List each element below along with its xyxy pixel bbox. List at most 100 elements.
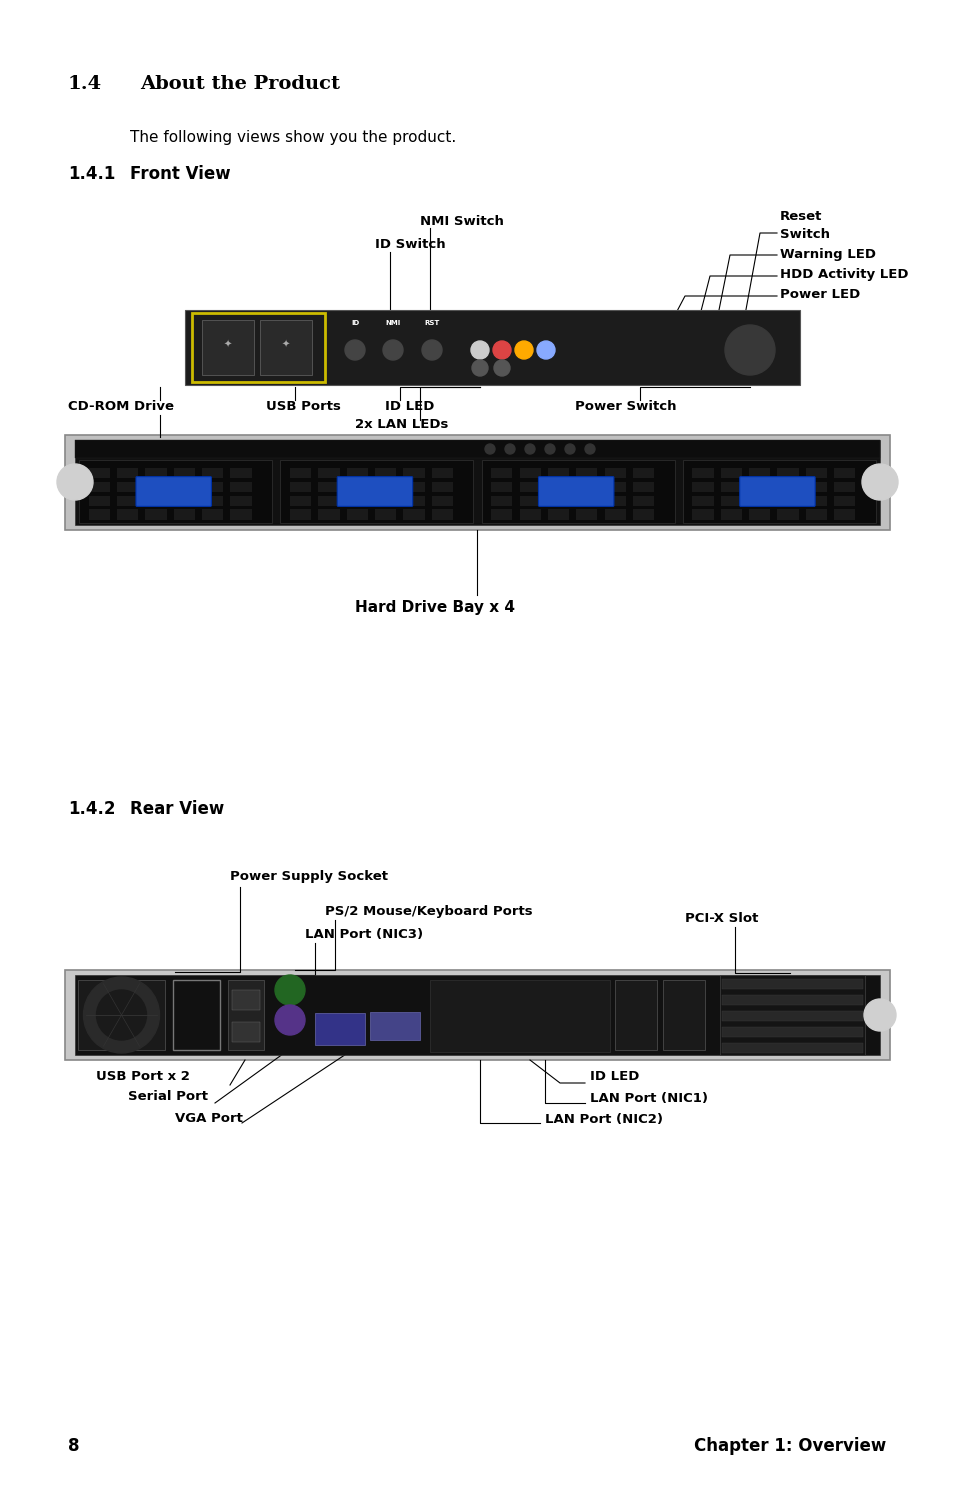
Circle shape — [345, 341, 365, 360]
FancyBboxPatch shape — [336, 477, 413, 506]
FancyBboxPatch shape — [230, 496, 252, 506]
FancyBboxPatch shape — [346, 509, 368, 520]
FancyBboxPatch shape — [202, 509, 223, 520]
FancyBboxPatch shape — [547, 481, 569, 492]
Circle shape — [524, 444, 535, 454]
Text: Switch: Switch — [780, 229, 829, 241]
FancyBboxPatch shape — [431, 468, 453, 478]
FancyBboxPatch shape — [145, 496, 167, 506]
Text: Power Supply Socket: Power Supply Socket — [230, 870, 388, 883]
FancyBboxPatch shape — [720, 481, 741, 492]
FancyBboxPatch shape — [290, 468, 311, 478]
FancyBboxPatch shape — [346, 496, 368, 506]
Circle shape — [484, 444, 495, 454]
Circle shape — [863, 999, 895, 1031]
FancyBboxPatch shape — [136, 477, 212, 506]
FancyBboxPatch shape — [721, 1043, 862, 1053]
FancyBboxPatch shape — [375, 468, 395, 478]
FancyBboxPatch shape — [117, 509, 138, 520]
FancyBboxPatch shape — [75, 976, 879, 1055]
Circle shape — [862, 465, 897, 500]
FancyBboxPatch shape — [431, 509, 453, 520]
FancyBboxPatch shape — [431, 496, 453, 506]
FancyBboxPatch shape — [145, 509, 167, 520]
FancyBboxPatch shape — [117, 468, 138, 478]
FancyBboxPatch shape — [604, 509, 625, 520]
FancyBboxPatch shape — [519, 481, 540, 492]
FancyBboxPatch shape — [65, 970, 889, 1061]
FancyBboxPatch shape — [720, 496, 741, 506]
Circle shape — [382, 341, 402, 360]
Circle shape — [57, 465, 92, 500]
Text: VGA Port: VGA Port — [174, 1112, 243, 1125]
Text: LAN Port (NIC3): LAN Port (NIC3) — [305, 928, 423, 941]
FancyBboxPatch shape — [430, 980, 609, 1052]
Text: ✦: ✦ — [224, 341, 232, 350]
Circle shape — [493, 341, 511, 359]
Circle shape — [471, 341, 489, 359]
Text: Rear View: Rear View — [130, 799, 224, 819]
Text: ID LED: ID LED — [385, 400, 434, 412]
FancyBboxPatch shape — [403, 468, 424, 478]
Text: Reset: Reset — [780, 211, 821, 223]
Text: 1.4.2: 1.4.2 — [68, 799, 115, 819]
FancyBboxPatch shape — [604, 468, 625, 478]
FancyBboxPatch shape — [232, 1022, 260, 1041]
Text: The following views show you the product.: The following views show you the product… — [130, 130, 456, 145]
FancyBboxPatch shape — [89, 496, 110, 506]
FancyBboxPatch shape — [290, 496, 311, 506]
FancyBboxPatch shape — [65, 435, 889, 530]
FancyBboxPatch shape — [230, 481, 252, 492]
FancyBboxPatch shape — [547, 468, 569, 478]
Text: CD-ROM Drive: CD-ROM Drive — [68, 400, 173, 412]
Text: NMI Switch: NMI Switch — [419, 215, 503, 229]
FancyBboxPatch shape — [833, 509, 855, 520]
FancyBboxPatch shape — [720, 468, 741, 478]
FancyBboxPatch shape — [615, 980, 657, 1050]
FancyBboxPatch shape — [519, 468, 540, 478]
FancyBboxPatch shape — [375, 496, 395, 506]
Text: Serial Port: Serial Port — [128, 1091, 208, 1103]
FancyBboxPatch shape — [692, 509, 713, 520]
FancyBboxPatch shape — [748, 509, 770, 520]
FancyBboxPatch shape — [346, 468, 368, 478]
Text: ✦: ✦ — [282, 341, 290, 350]
Text: LAN Port (NIC2): LAN Port (NIC2) — [544, 1113, 662, 1126]
Text: Power LED: Power LED — [780, 288, 860, 300]
FancyBboxPatch shape — [777, 496, 798, 506]
FancyBboxPatch shape — [833, 496, 855, 506]
FancyBboxPatch shape — [491, 509, 512, 520]
FancyBboxPatch shape — [202, 468, 223, 478]
FancyBboxPatch shape — [403, 509, 424, 520]
FancyBboxPatch shape — [79, 460, 272, 523]
Circle shape — [537, 341, 555, 359]
Circle shape — [421, 341, 441, 360]
FancyBboxPatch shape — [805, 509, 826, 520]
FancyBboxPatch shape — [692, 496, 713, 506]
FancyBboxPatch shape — [519, 509, 540, 520]
FancyBboxPatch shape — [547, 509, 569, 520]
FancyBboxPatch shape — [78, 980, 165, 1050]
FancyBboxPatch shape — [519, 496, 540, 506]
FancyBboxPatch shape — [318, 509, 339, 520]
FancyBboxPatch shape — [491, 481, 512, 492]
Circle shape — [84, 977, 159, 1053]
FancyBboxPatch shape — [290, 509, 311, 520]
Text: 1.4: 1.4 — [68, 75, 102, 93]
Circle shape — [724, 326, 774, 375]
Text: Front View: Front View — [130, 164, 231, 182]
FancyBboxPatch shape — [604, 481, 625, 492]
FancyBboxPatch shape — [230, 468, 252, 478]
FancyBboxPatch shape — [833, 468, 855, 478]
FancyBboxPatch shape — [739, 477, 814, 506]
FancyBboxPatch shape — [777, 481, 798, 492]
Circle shape — [274, 976, 305, 1005]
Text: USB Port x 2: USB Port x 2 — [96, 1070, 190, 1083]
FancyBboxPatch shape — [632, 496, 654, 506]
FancyBboxPatch shape — [89, 509, 110, 520]
FancyBboxPatch shape — [232, 991, 260, 1010]
FancyBboxPatch shape — [260, 320, 312, 375]
Text: NMI: NMI — [385, 320, 400, 326]
Text: 8: 8 — [68, 1437, 79, 1455]
FancyBboxPatch shape — [481, 460, 674, 523]
